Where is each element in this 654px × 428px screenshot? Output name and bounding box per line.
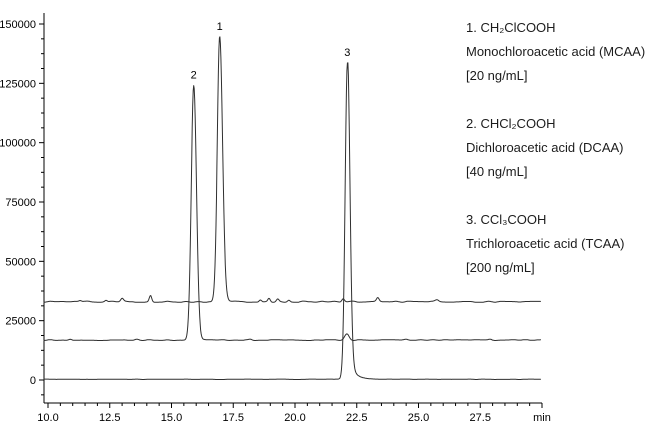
y-tick-label: 125000 bbox=[0, 78, 36, 90]
legend-item-tcaa: 3. CCl₃COOH Trichloroacetic acid (TCAA) … bbox=[466, 208, 645, 280]
legend-concentration: [40 ng/mL] bbox=[466, 164, 528, 179]
y-tick-label: 0 bbox=[30, 375, 36, 387]
trace-mcaa bbox=[43, 36, 541, 303]
y-tick-label: 150000 bbox=[0, 19, 36, 31]
x-tick-label: 17.5 bbox=[223, 412, 244, 424]
legend-item-mcaa: 1. CH₂ClCOOH Monochloroacetic acid (MCAA… bbox=[466, 16, 645, 88]
trace-tcaa bbox=[43, 62, 541, 380]
y-tick-label: 25000 bbox=[5, 316, 36, 328]
legend-formula: 2. CHCl₂COOH bbox=[466, 116, 556, 131]
legend-name: Monochloroacetic acid (MCAA) bbox=[466, 44, 646, 59]
x-tick-label: 12.5 bbox=[99, 412, 120, 424]
legend-name: Dichloroacetic acid (DCAA) bbox=[466, 140, 624, 155]
legend-name: Trichloroacetic acid (TCAA) bbox=[466, 236, 625, 251]
x-tick-label: 27.5 bbox=[470, 412, 491, 424]
x-tick-label: 20.0 bbox=[284, 412, 305, 424]
x-tick-label: min bbox=[533, 412, 551, 424]
legend-concentration: [200 ng/mL] bbox=[466, 260, 535, 275]
y-tick-label: 100000 bbox=[0, 138, 36, 150]
peak-number-label: 3 bbox=[344, 47, 350, 59]
legend-item-dcaa: 2. CHCl₂COOH Dichloroacetic acid (DCAA) … bbox=[466, 112, 645, 184]
x-tick-label: 25.0 bbox=[408, 412, 429, 424]
legend-formula: 1. CH₂ClCOOH bbox=[466, 20, 556, 35]
x-tick-label: 15.0 bbox=[161, 412, 182, 424]
x-tick-label: 10.0 bbox=[37, 412, 58, 424]
x-tick-label: 22.5 bbox=[346, 412, 367, 424]
y-tick-label: 50000 bbox=[5, 256, 36, 268]
legend-formula: 3. CCl₃COOH bbox=[466, 212, 547, 227]
peak-number-label: 1 bbox=[217, 21, 223, 33]
trace-dcaa bbox=[43, 85, 541, 341]
peak-number-label: 2 bbox=[191, 70, 197, 82]
y-tick-label: 75000 bbox=[5, 197, 36, 209]
peak-legend: 1. CH₂ClCOOH Monochloroacetic acid (MCAA… bbox=[466, 16, 645, 304]
legend-concentration: [20 ng/mL] bbox=[466, 68, 528, 83]
